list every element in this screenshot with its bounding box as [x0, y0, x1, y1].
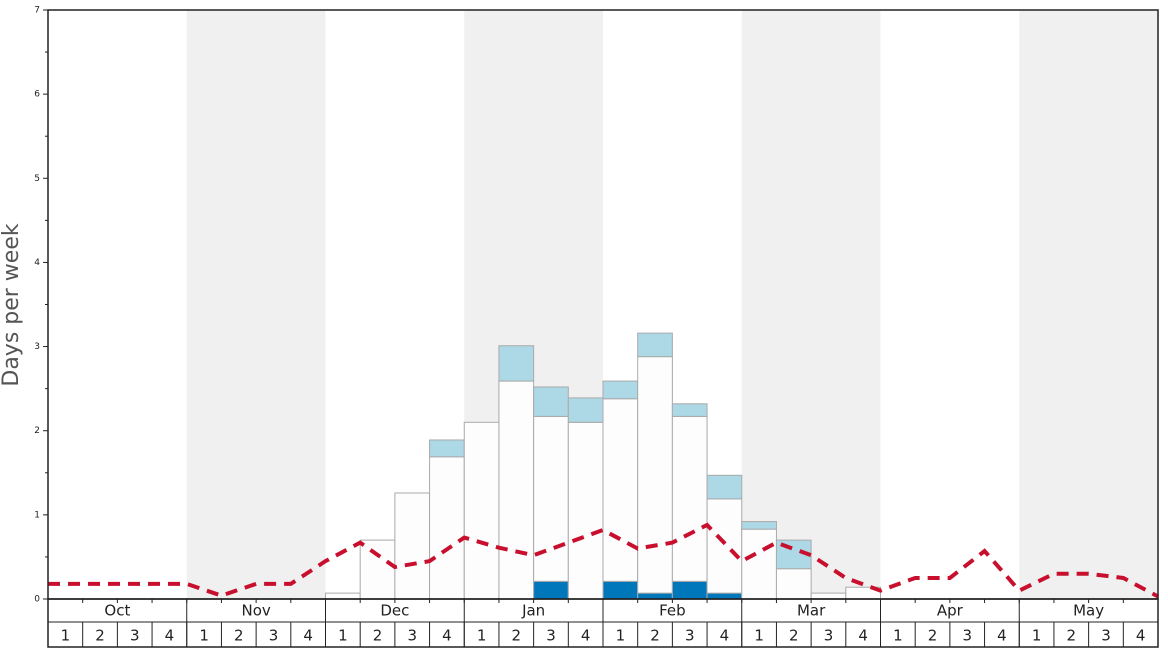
x-tick-label: 1: [61, 627, 71, 645]
x-tick-label: 1: [338, 627, 348, 645]
bar-segment: [741, 521, 777, 530]
y-tick-label: 0: [34, 595, 40, 605]
month-shade: [741, 10, 881, 599]
y-tick-label: 4: [34, 258, 40, 268]
x-tick-label: 2: [234, 627, 244, 645]
bar-segment: [498, 380, 535, 600]
x-tick-label: 3: [546, 627, 556, 645]
bar-segment: [637, 356, 673, 594]
bar-segment: [602, 398, 639, 582]
x-tick-label: 2: [512, 627, 522, 645]
x-tick-label: 4: [720, 627, 730, 645]
bar-segment: [637, 332, 673, 358]
month-label: Jan: [521, 602, 545, 620]
month-label: Mar: [797, 602, 826, 620]
x-tick-label: 3: [685, 627, 695, 645]
month-shade: [186, 10, 326, 599]
bar-segment: [602, 380, 639, 400]
bar-segment: [429, 439, 465, 458]
y-tick-label: 6: [34, 90, 40, 100]
x-tick-label: 3: [824, 627, 834, 645]
y-tick-label: 1: [34, 510, 40, 520]
bar-segment: [394, 492, 431, 600]
bar-segment: [637, 592, 673, 600]
bar-segment: [671, 580, 708, 600]
x-tick-label: 2: [1067, 627, 1077, 645]
y-tick-label: 2: [34, 426, 40, 436]
y-tick-label: 5: [34, 174, 40, 184]
bar-segment: [533, 386, 569, 417]
x-tick-label: 2: [789, 627, 799, 645]
bar-segment: [706, 592, 743, 600]
bar-segment: [533, 580, 569, 600]
trend-line: [48, 522, 1159, 599]
bar-segment: [429, 456, 465, 600]
y-axis-label: Days per week: [0, 223, 24, 386]
month-label: Feb: [659, 602, 686, 620]
month-shade: [1019, 10, 1158, 599]
x-tick-label: 1: [893, 627, 903, 645]
x-tick-label: 1: [754, 627, 764, 645]
bar-segment: [359, 539, 396, 600]
x-tick-label: 2: [650, 627, 660, 645]
x-tick-label: 1: [477, 627, 487, 645]
x-tick-label: 2: [95, 627, 105, 645]
x-tick-label: 4: [303, 627, 313, 645]
x-tick-label: 4: [1136, 627, 1146, 645]
bar-segment: [602, 580, 639, 600]
bar-segment: [325, 592, 361, 600]
x-tick-label: 4: [858, 627, 868, 645]
x-tick-label: 1: [616, 627, 626, 645]
x-tick-label: 4: [997, 627, 1007, 645]
x-tick-label: 3: [1101, 627, 1111, 645]
bar-segment: [533, 415, 569, 582]
bar-segment: [498, 345, 535, 382]
x-tick-label: 4: [165, 627, 175, 645]
x-tick-label: 3: [407, 627, 417, 645]
bar-segment: [463, 421, 500, 600]
bar-segment: [741, 528, 777, 600]
bar-segment: [775, 568, 812, 600]
x-tick-label: 3: [269, 627, 279, 645]
x-tick-label: 2: [928, 627, 938, 645]
month-label: Dec: [380, 602, 409, 620]
y-tick-label: 3: [34, 342, 40, 352]
x-tick-label: 1: [199, 627, 209, 645]
x-tick-label: 3: [130, 627, 140, 645]
x-tick-label: 2: [373, 627, 383, 645]
x-tick-label: 4: [442, 627, 452, 645]
x-tick-label: 3: [962, 627, 972, 645]
month-label: Oct: [104, 602, 130, 620]
y-tick-label: 7: [34, 6, 40, 16]
bar-segment: [671, 403, 708, 417]
x-tick-label: 4: [581, 627, 591, 645]
bar-segment: [706, 498, 743, 594]
bar-segment: [706, 474, 743, 500]
month-label: May: [1073, 602, 1104, 620]
x-tick-label: 1: [1032, 627, 1042, 645]
month-label: Apr: [937, 602, 964, 620]
bar-segment: [671, 415, 708, 582]
bar-segment: [567, 397, 604, 423]
bar-segment: [810, 592, 847, 600]
month-label: Nov: [241, 602, 270, 620]
bar-segment: [567, 421, 604, 600]
